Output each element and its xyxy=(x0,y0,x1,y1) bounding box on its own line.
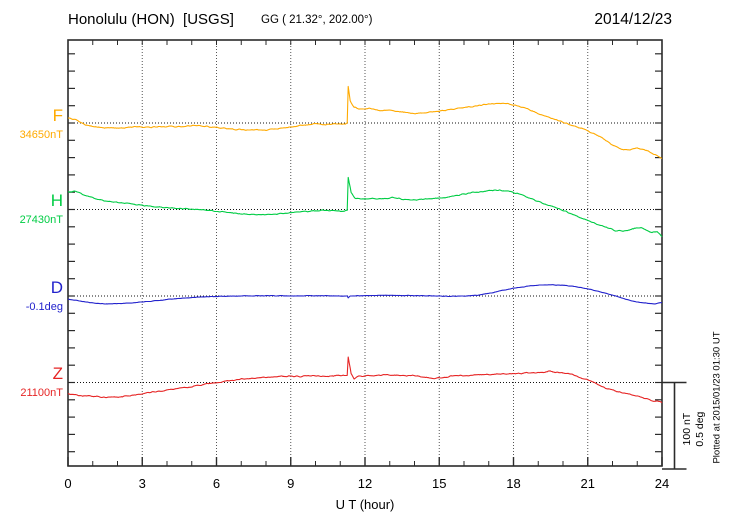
x-tick-label: 15 xyxy=(432,476,446,491)
scale-bar-nt-label: 100 nT xyxy=(680,412,693,446)
channel-letter-D: D xyxy=(50,278,63,297)
x-tick-label: 18 xyxy=(506,476,520,491)
x-tick-label: 9 xyxy=(287,476,294,491)
series-label-H: H 27430nT xyxy=(0,191,63,227)
plot-date: 2014/12/23 xyxy=(594,11,672,28)
channel-letter-H: H xyxy=(50,191,63,210)
trace-D xyxy=(67,284,663,305)
trace-H xyxy=(67,176,663,238)
station-title: Honolulu (HON) [USGS] xyxy=(68,11,234,28)
channel-baseline-Z: 21100nT xyxy=(20,387,63,399)
scale-bar-labels: 100 nT 0.5 deg xyxy=(681,399,707,459)
plotted-at-note: Plotted at 2015/01/23 01:30 UT xyxy=(711,331,723,464)
channel-baseline-H: 27430nT xyxy=(19,214,63,226)
channel-letter-F: F xyxy=(52,106,63,125)
geographic-coordinates: GG ( 21.32°, 202.00°) xyxy=(261,14,373,26)
channel-letter-Z: Z xyxy=(52,364,63,383)
series-label-D: D -0.1deg xyxy=(0,278,63,314)
channel-baseline-F: 34650nT xyxy=(19,129,63,141)
scale-bar-deg-label: 0.5 deg xyxy=(694,411,706,447)
series-label-Z: Z 21100nT xyxy=(0,364,63,400)
x-tick-label: 6 xyxy=(213,476,220,491)
trace-F xyxy=(67,85,663,159)
trace-Z xyxy=(67,356,663,404)
channel-baseline-D: -0.1deg xyxy=(25,301,63,313)
x-axis-title: U T (hour) xyxy=(335,497,395,512)
series-label-F: F 34650nT xyxy=(0,106,63,142)
x-tick-label: 12 xyxy=(358,476,372,491)
x-tick-label: 24 xyxy=(655,476,669,491)
x-tick-label: 0 xyxy=(64,476,71,491)
x-tick-label: 21 xyxy=(581,476,595,491)
x-tick-label: 3 xyxy=(139,476,146,491)
plot-frame xyxy=(67,39,663,467)
